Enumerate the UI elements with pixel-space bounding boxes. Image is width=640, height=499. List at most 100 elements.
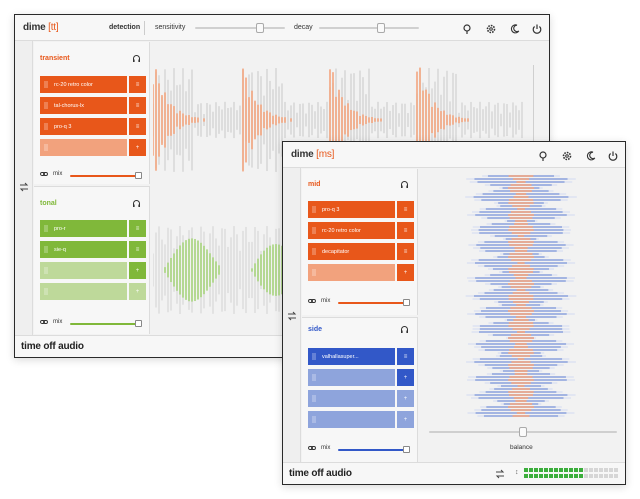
headphones-icon[interactable] [132,54,141,63]
add-plugin-button[interactable]: + [129,139,146,156]
mid-mix-thumb[interactable] [403,299,410,306]
grip-handle[interactable] [44,102,48,109]
gear-icon[interactable] [561,150,573,162]
mix-label: mix [321,445,331,451]
ms-brand-name: dime [291,149,314,160]
slot-menu-button[interactable]: ≡ [397,201,414,218]
add-plugin-button[interactable]: + [397,390,414,407]
balance-label: balance [510,444,533,451]
tonal-mix-slider[interactable] [70,323,138,325]
decay-slider-thumb[interactable] [377,23,385,33]
tonal-slot-empty-2[interactable]: + [40,283,146,300]
grip-handle[interactable] [44,225,48,232]
tonal-panel: tonal pro-r ≡ sie-q ≡ + + mix [34,186,150,334]
grip-handle[interactable] [312,395,316,402]
grip-handle[interactable] [312,416,316,423]
slot-menu-button[interactable]: ≡ [129,97,146,114]
power-icon[interactable] [607,150,619,162]
swap-icon[interactable] [19,182,29,192]
grip-handle[interactable] [44,144,48,151]
headphones-icon[interactable] [400,180,409,189]
side-slot-empty-2[interactable]: + [308,390,414,407]
output-meter-right [524,474,618,478]
moon-icon[interactable] [509,23,521,35]
decay-slider[interactable] [319,23,419,33]
grip-handle[interactable] [44,246,48,253]
grip-handle[interactable] [44,288,48,295]
sensitivity-slider-thumb[interactable] [255,23,264,33]
grip-handle[interactable] [312,353,316,360]
power-icon[interactable] [531,23,543,35]
transient-slot-2[interactable]: tal-chorus-lx ≡ [40,97,146,114]
grip-handle[interactable] [312,248,316,255]
transient-slot-empty[interactable]: + [40,139,146,156]
slot-menu-button[interactable]: ≡ [397,243,414,260]
gear-icon[interactable] [485,23,497,35]
add-plugin-button[interactable]: + [129,283,146,300]
add-plugin-button[interactable]: + [397,264,414,281]
grip-handle[interactable] [44,123,48,130]
grip-handle[interactable] [44,81,48,88]
pin-icon[interactable] [461,23,473,35]
headphones-icon[interactable] [132,199,141,208]
transient-slot-1[interactable]: rc-20 retro color ≡ [40,76,146,93]
meter-cell [614,468,618,472]
sensitivity-slider[interactable] [195,23,285,33]
swap-icon[interactable] [495,469,505,479]
mid-slot-empty[interactable]: + [308,264,414,281]
side-panel: side valhallasuper... ≡ + + + mix [302,317,418,463]
add-plugin-button[interactable]: + [397,411,414,428]
link-icon[interactable] [308,297,316,305]
side-mix-thumb[interactable] [403,446,410,453]
headphones-icon[interactable] [400,325,409,334]
grip-handle[interactable] [312,227,316,234]
grip-handle[interactable] [312,374,316,381]
tonal-title: tonal [40,200,57,207]
mid-title: mid [308,181,321,188]
add-plugin-button[interactable]: + [397,369,414,386]
link-icon[interactable] [40,170,48,178]
mid-slot-2[interactable]: rc-20 retro color ≡ [308,222,414,239]
mid-mix-slider[interactable] [338,302,406,304]
tonal-slot-empty-1[interactable]: + [40,262,146,279]
tt-brand-name: dime [23,22,46,33]
transient-slot-3[interactable]: pro-q 3 ≡ [40,118,146,135]
meter-cell [579,468,583,472]
slot-menu-button[interactable]: ≡ [129,76,146,93]
grip-handle[interactable] [312,206,316,213]
side-slot-empty-1[interactable]: + [308,369,414,386]
mid-panel: mid pro-q 3 ≡ rc-20 retro color ≡ decapi… [302,169,418,315]
transient-title: transient [40,55,70,62]
detection-label[interactable]: detection [109,24,141,31]
add-plugin-button[interactable]: + [129,262,146,279]
side-slot-empty-3[interactable]: + [308,411,414,428]
tonal-mix-thumb[interactable] [135,320,142,327]
slot-menu-button[interactable]: ≡ [129,220,146,237]
meter-cell [589,474,593,478]
moon-icon[interactable] [585,150,597,162]
slot-menu-button[interactable]: ≡ [129,118,146,135]
mid-slot-3[interactable]: decapitator ≡ [308,243,414,260]
balance-slider[interactable] [429,427,617,437]
grip-handle[interactable] [44,267,48,274]
slot-menu-button[interactable]: ≡ [129,241,146,258]
ms-footer: time off audio ↕ [283,462,625,484]
link-icon[interactable] [308,444,316,452]
slot-menu-button[interactable]: ≡ [397,348,414,365]
tonal-slot-2[interactable]: sie-q ≡ [40,241,146,258]
balance-slider-thumb[interactable] [519,427,527,437]
transient-mix-slider[interactable] [70,175,138,177]
pin-icon[interactable] [537,150,549,162]
meter-cell [594,474,598,478]
mid-slot-1[interactable]: pro-q 3 ≡ [308,201,414,218]
slot-menu-button[interactable]: ≡ [397,222,414,239]
side-mix-slider[interactable] [338,449,406,451]
grip-handle[interactable] [312,269,316,276]
tt-left-strip [15,41,33,357]
link-icon[interactable] [40,318,48,326]
meter-cell [529,468,533,472]
swap-icon[interactable] [287,311,297,321]
tonal-slot-1[interactable]: pro-r ≡ [40,220,146,237]
side-slot-1[interactable]: valhallasuper... ≡ [308,348,414,365]
transient-mix-thumb[interactable] [135,172,142,179]
